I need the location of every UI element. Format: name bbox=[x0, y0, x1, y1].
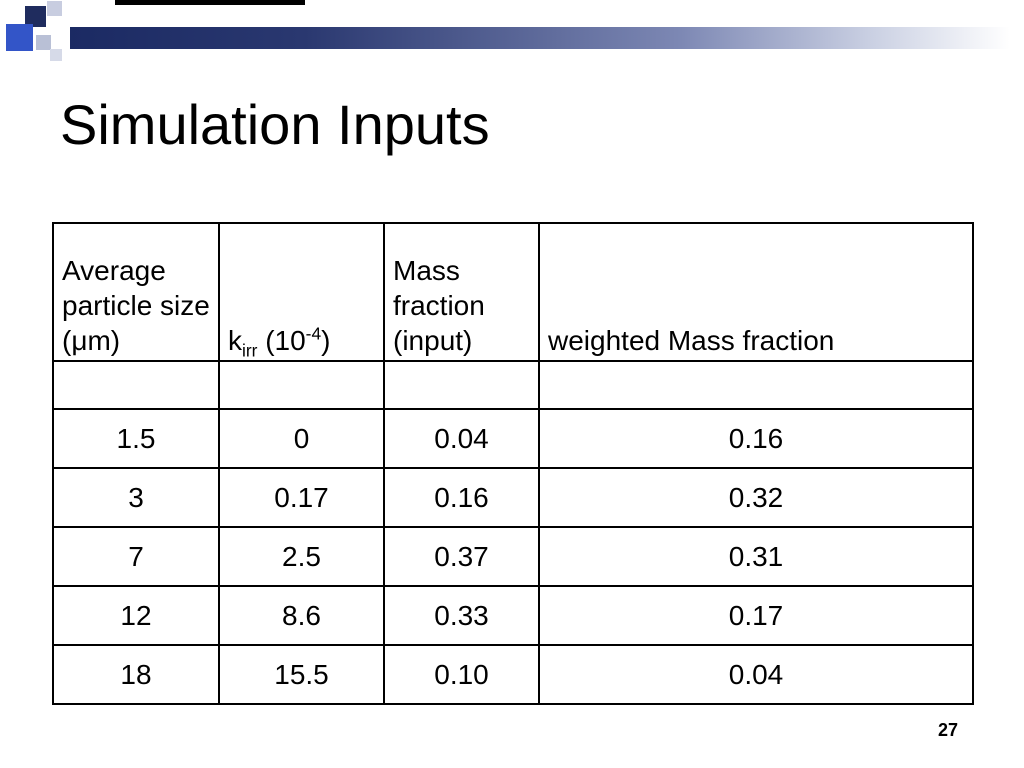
kirr-base: k bbox=[228, 325, 242, 356]
table-cell: 0.17 bbox=[538, 585, 974, 646]
kirr-close: ) bbox=[321, 325, 331, 356]
decor-square-gray-1 bbox=[47, 1, 62, 16]
table-cell: 0.16 bbox=[383, 467, 540, 528]
empty-cell bbox=[538, 360, 974, 410]
table-row: 3 0.17 0.16 0.32 bbox=[52, 467, 974, 528]
table-cell: 0.17 bbox=[218, 467, 385, 528]
header-kirr: kirr (10-4) bbox=[218, 222, 385, 362]
table-cell: 3 bbox=[52, 467, 220, 528]
header-weighted-mass-fraction: weighted Mass fraction bbox=[538, 222, 974, 362]
table-row: 12 8.6 0.33 0.17 bbox=[52, 585, 974, 646]
header-mass-fraction-input: Mass fraction (input) bbox=[383, 222, 540, 362]
kirr-subscript: irr bbox=[242, 340, 258, 361]
table-cell: 0.37 bbox=[383, 526, 540, 587]
empty-cell bbox=[383, 360, 540, 410]
decor-square-navy bbox=[25, 6, 46, 27]
header-average-particle-size: Average particle size (μm) bbox=[52, 222, 220, 362]
table-cell: 0.10 bbox=[383, 644, 540, 705]
table-row: 7 2.5 0.37 0.31 bbox=[52, 526, 974, 587]
decor-square-gray-2 bbox=[36, 35, 51, 50]
header-gradient-bar bbox=[70, 27, 1010, 49]
decor-square-blue bbox=[6, 24, 33, 51]
table-row: 1.5 0 0.04 0.16 bbox=[52, 408, 974, 469]
table-cell: 7 bbox=[52, 526, 220, 587]
table-cell: 0 bbox=[218, 408, 385, 469]
page-number: 27 bbox=[938, 720, 959, 740]
table-cell: 12 bbox=[52, 585, 220, 646]
slide-title: Simulation Inputs bbox=[60, 93, 490, 156]
table-header-row: Average particle size (μm) kirr (10-4) M… bbox=[52, 222, 974, 362]
table-cell: 1.5 bbox=[52, 408, 220, 469]
kirr-mid: (10 bbox=[257, 325, 306, 356]
table-cell: 2.5 bbox=[218, 526, 385, 587]
table-cell: 0.04 bbox=[383, 408, 540, 469]
table-cell: 15.5 bbox=[218, 644, 385, 705]
table-cell: 0.04 bbox=[538, 644, 974, 705]
empty-cell bbox=[52, 360, 220, 410]
table-cell: 0.31 bbox=[538, 526, 974, 587]
empty-cell bbox=[218, 360, 385, 410]
table-empty-row bbox=[52, 360, 974, 410]
table-cell: 0.16 bbox=[538, 408, 974, 469]
kirr-superscript: -4 bbox=[305, 323, 322, 344]
simulation-inputs-table: Average particle size (μm) kirr (10-4) M… bbox=[52, 222, 974, 705]
table-cell: 8.6 bbox=[218, 585, 385, 646]
table-cell: 0.33 bbox=[383, 585, 540, 646]
top-black-bar bbox=[115, 0, 305, 5]
decor-square-gray-3 bbox=[50, 49, 62, 61]
table-row: 18 15.5 0.10 0.04 bbox=[52, 644, 974, 705]
table-cell: 18 bbox=[52, 644, 220, 705]
table-cell: 0.32 bbox=[538, 467, 974, 528]
